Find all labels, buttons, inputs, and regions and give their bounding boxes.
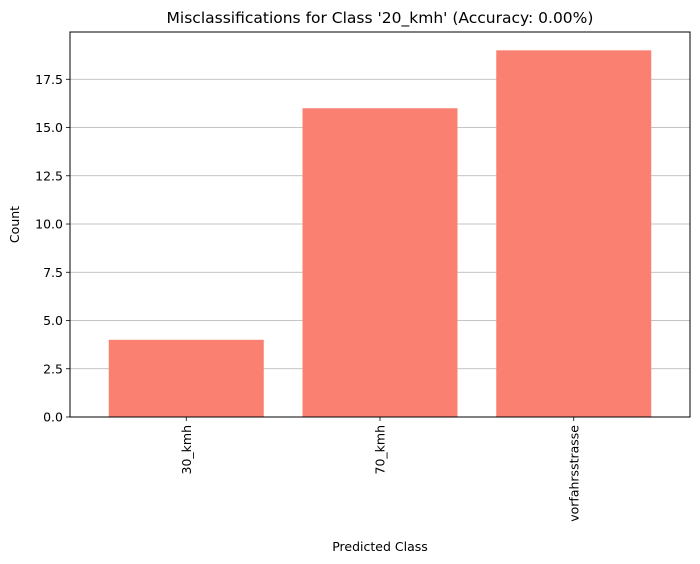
y-tick-label: 0.0 [43,410,63,425]
bar-70-kmh [302,108,458,417]
y-tick-label: 15.0 [35,120,63,135]
x-tick-label: 30_kmh [179,425,194,475]
y-tick-label: 10.0 [35,217,63,232]
bars [108,50,652,417]
y-tick-label: 17.5 [35,72,63,87]
y-tick-label: 5.0 [43,313,63,328]
y-axis-ticks: 0.0 2.5 5.0 7.5 10.0 12.5 15.0 17.5 [35,72,70,425]
x-tick-label: 70_kmh [373,425,388,475]
y-tick-label: 7.5 [43,265,63,280]
chart-title: Misclassifications for Class '20_kmh' (A… [167,9,594,28]
y-tick-label: 12.5 [35,168,63,183]
x-axis-label: Predicted Class [332,539,428,554]
y-axis-label: Count [7,206,22,243]
y-tick-label: 2.5 [43,361,63,376]
x-axis-ticks: 30_kmh 70_kmh vorfahrsstrasse [179,417,581,522]
bar-30-kmh [108,339,264,417]
bar-vorfahrsstrasse [496,50,652,417]
x-tick-label: vorfahrsstrasse [566,425,581,522]
